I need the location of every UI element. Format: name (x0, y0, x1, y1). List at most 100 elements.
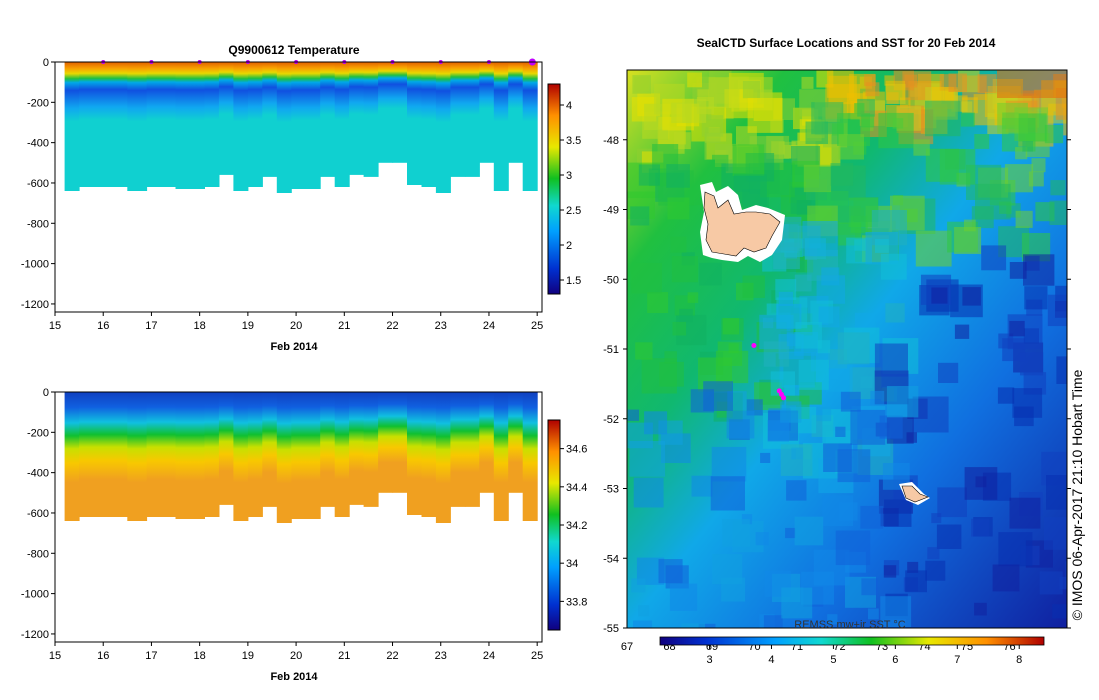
sst-cell (728, 343, 739, 354)
x-tick-label: 23 (435, 650, 447, 662)
profile-column (79, 392, 99, 517)
profile-column (247, 62, 263, 187)
y-tick-label: -200 (27, 427, 49, 439)
sst-cell (786, 480, 807, 501)
sst-cell (794, 516, 824, 546)
sst-cell (938, 362, 959, 383)
sst-colorbar-tick-label: 5 (830, 654, 836, 666)
sst-cell (710, 476, 745, 511)
sst-cell (679, 308, 693, 323)
temperature-colorbar-ticks: 1.5 2 2.5 3 3.5 4 (560, 100, 581, 287)
sst-cell (632, 75, 651, 94)
sst-cell (931, 287, 948, 304)
sst-cell (671, 256, 698, 283)
sst-cell (974, 134, 990, 149)
profile-column (98, 62, 114, 187)
sst-cell (868, 608, 879, 620)
sst-cell (939, 149, 976, 185)
profile-column (112, 392, 128, 517)
sst-cell (925, 560, 946, 581)
imos-credit: © IMOS 06-Apr-2017 21:10 Hobart Time (1069, 369, 1085, 620)
sst-colorbar-tick-label: 6 (892, 654, 898, 666)
salinity-panel: 0 -200 -400 -600 -800 -1000 -1200 15 16 17 18 19 20… (21, 387, 588, 683)
sst-cell (960, 112, 975, 127)
profile-column (112, 62, 128, 187)
profile-column (435, 62, 451, 193)
sst-cell (864, 74, 876, 86)
colorbar-tick-label: 34 (566, 558, 578, 570)
sst-cell (915, 230, 952, 267)
sst-cell (1044, 124, 1064, 144)
sst-cell (1031, 158, 1046, 173)
sst-cell (874, 343, 908, 377)
sst-cell (964, 467, 998, 500)
profile-column (291, 392, 307, 519)
sst-cell (1052, 604, 1067, 619)
sst-cell (742, 275, 765, 298)
sst-cell (635, 342, 653, 360)
sst-cell (1018, 113, 1047, 142)
profile-column (161, 392, 177, 517)
sst-cell (875, 239, 889, 253)
y-tick-label: -1200 (21, 299, 49, 311)
sst-cell (647, 292, 669, 313)
sst-cell (659, 361, 684, 387)
colorbar-tick-label: 34.4 (566, 482, 587, 494)
colorbar-tick-label: 4 (566, 100, 572, 112)
y-tick-label: -1200 (21, 629, 49, 641)
profile-column (334, 62, 350, 187)
sst-cell (742, 81, 761, 99)
sst-cell (672, 321, 687, 336)
sst-cell (630, 206, 650, 226)
sst-cell (780, 401, 802, 423)
sst-cell (850, 409, 886, 445)
profile-column (435, 392, 451, 523)
x-tick-label: 16 (97, 320, 109, 332)
sst-map-title: SealCTD Surface Locations and SST for 20… (697, 36, 996, 50)
sst-cell (998, 532, 1033, 567)
sst-cell (838, 134, 864, 160)
sst-map-y-axis: -48 -49 -50 -51 -52 -53 -54 -55 (603, 135, 1071, 635)
sst-cell (931, 513, 942, 524)
sst-cell (801, 76, 814, 89)
sst-cell (816, 406, 832, 422)
temperature-y-axis: 0 -200 -400 -600 -800 -1000 -1200 (21, 57, 55, 311)
x-tick-label: 20 (290, 320, 302, 332)
lat-tick-label: -55 (603, 623, 619, 635)
sst-cell (822, 495, 854, 527)
sst-cell (964, 219, 976, 232)
x-tick-label: 20 (290, 650, 302, 662)
sst-cell (665, 565, 689, 589)
lat-tick-label: -51 (603, 344, 619, 356)
x-tick-label: 22 (386, 320, 398, 332)
lat-tick-label: -54 (603, 553, 619, 565)
sst-cell (770, 371, 795, 396)
sst-cell (907, 561, 919, 573)
sst-cell (681, 623, 705, 628)
sst-cell (1015, 210, 1033, 228)
sst-cell (778, 291, 793, 306)
sst-cell (981, 245, 1007, 271)
sst-colorbar-tick-label: 7 (954, 654, 960, 666)
x-tick-label: 25 (531, 650, 543, 662)
sst-cell (1024, 286, 1048, 310)
profile-column (334, 392, 350, 517)
x-tick-label: 18 (194, 650, 206, 662)
sst-cell (1009, 262, 1027, 279)
sst-cell (886, 386, 919, 418)
sst-cell (1050, 180, 1066, 196)
sst-cell (766, 303, 779, 316)
y-tick-label: -800 (27, 218, 49, 230)
sst-cell (854, 239, 866, 251)
sst-cell (1044, 517, 1067, 550)
sst-cell (1046, 475, 1067, 510)
profile-column (522, 392, 538, 521)
profile-column (378, 392, 394, 493)
profile-column (276, 392, 292, 523)
x-tick-label: 15 (49, 650, 61, 662)
temperature-colorbar (547, 83, 561, 295)
x-tick-label: 24 (483, 320, 495, 332)
x-tick-label: 17 (145, 320, 157, 332)
y-tick-label: -400 (27, 138, 49, 150)
profile-column (450, 392, 466, 507)
